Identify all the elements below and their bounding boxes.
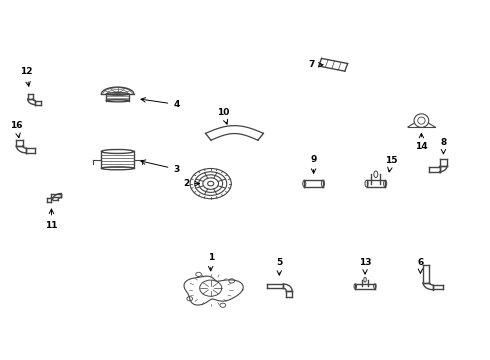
Text: 1: 1 [208, 253, 214, 271]
Text: 8: 8 [441, 138, 446, 154]
Text: 14: 14 [415, 134, 428, 152]
Text: 9: 9 [310, 155, 317, 173]
Text: 2: 2 [183, 179, 199, 188]
Text: 16: 16 [10, 122, 23, 138]
Text: 6: 6 [417, 258, 423, 273]
Text: 4: 4 [141, 98, 180, 109]
Text: 10: 10 [217, 108, 229, 124]
Text: 15: 15 [385, 156, 397, 172]
Text: 11: 11 [45, 209, 58, 230]
Text: 12: 12 [20, 68, 33, 86]
Text: 3: 3 [141, 160, 179, 174]
Text: 7: 7 [308, 60, 323, 69]
Text: 13: 13 [359, 258, 371, 274]
Text: 5: 5 [276, 258, 282, 275]
